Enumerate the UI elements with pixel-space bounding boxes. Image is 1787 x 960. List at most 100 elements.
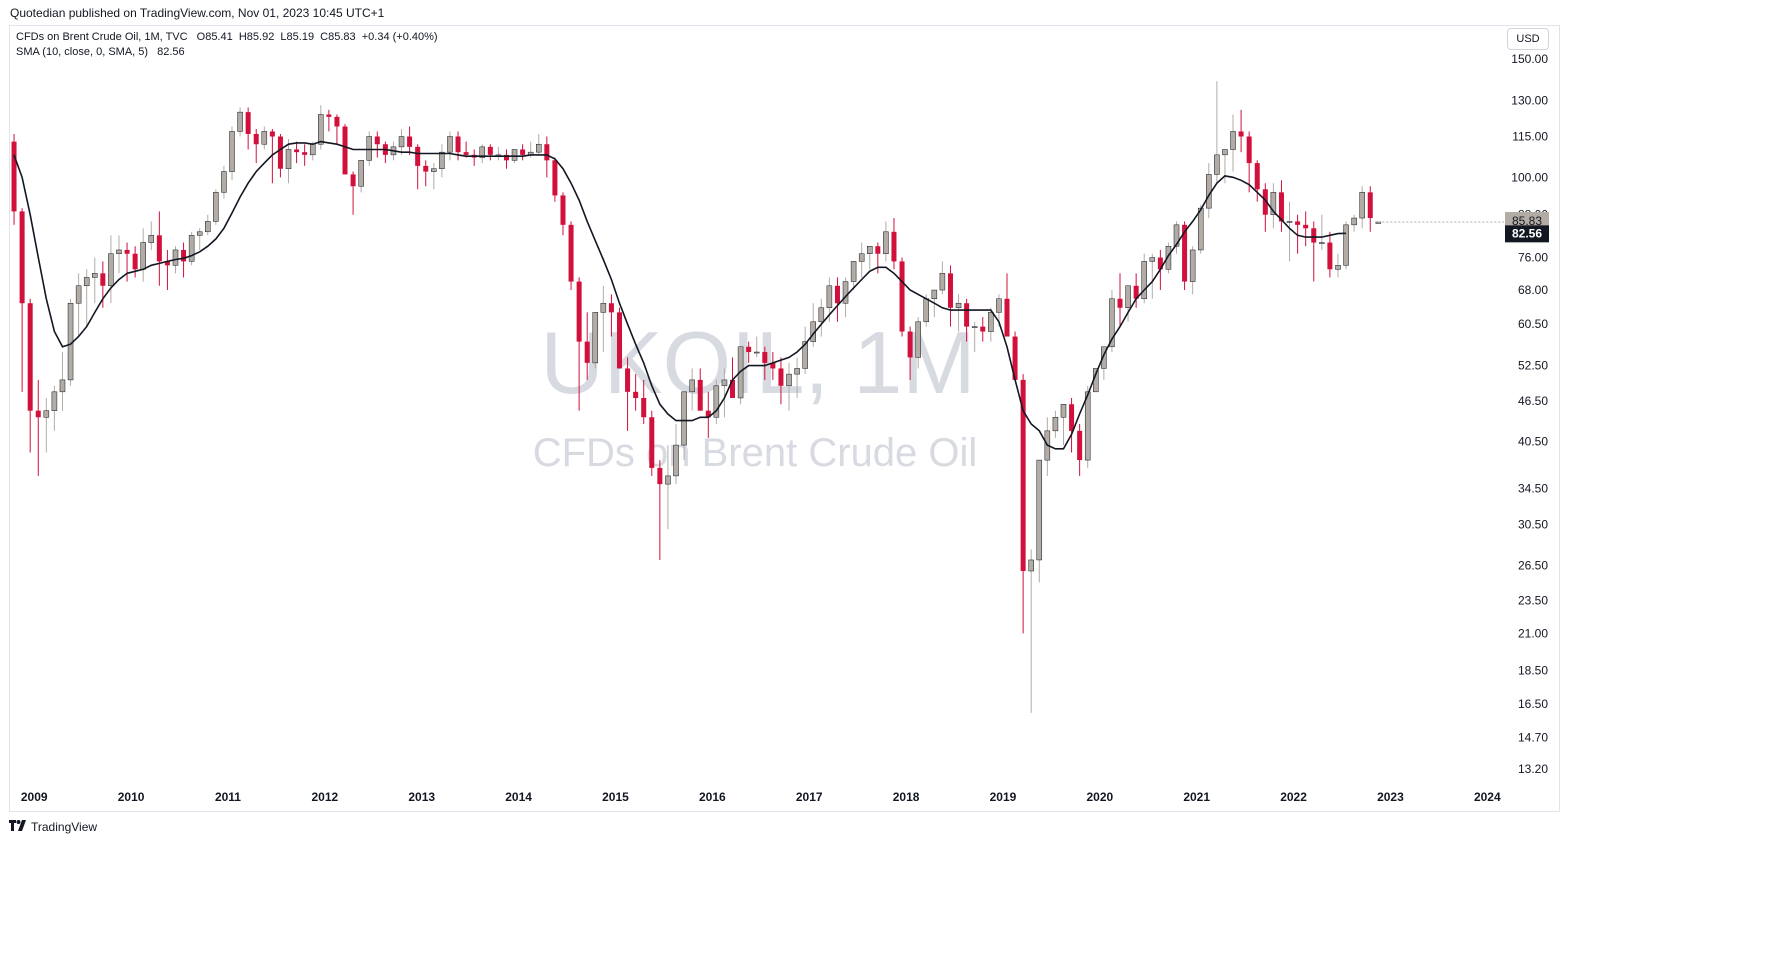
candle-body [140,242,146,270]
candle-body [1295,221,1301,225]
candle-body [1335,265,1341,270]
legend-sma-name[interactable]: SMA (10, close, 0, SMA, 5) [16,46,149,58]
candle [35,379,41,476]
candle [850,261,857,291]
candle [939,261,946,295]
candle-body [866,245,873,254]
x-tick-label: 2009 [21,790,48,804]
y-tick-label: 16.50 [1518,697,1548,711]
candle-body [794,368,800,375]
candle-body [520,149,526,155]
x-tick-label: 2019 [990,790,1017,804]
candle [1020,374,1026,634]
candle-body [1311,228,1317,243]
candle-body [762,352,768,363]
candle-body [802,341,808,369]
candle [1206,163,1212,219]
y-tick-label: 100.00 [1511,170,1548,184]
candle-body [479,146,486,158]
candle-body [156,235,162,262]
candle [1069,397,1075,453]
candle-body [1238,131,1244,137]
candle-body [1303,224,1309,229]
candle [520,144,526,161]
candle-body [318,114,324,145]
candle [649,410,655,476]
candle [802,326,808,375]
candle [1254,160,1260,202]
candle [261,126,268,150]
candle-body [503,154,509,161]
candle [964,298,970,342]
candle-body [108,253,114,287]
candle-body [649,417,655,468]
legend-sma-value: 82.56 [157,46,185,58]
candle [245,107,251,150]
candle [1036,459,1043,583]
candle-body [27,303,33,411]
y-tick-label: 14.70 [1518,731,1548,745]
candle-body [996,298,1002,313]
candle-body [148,235,155,243]
candle [1125,285,1131,322]
candle-body [92,273,98,278]
tradingview-logo-icon [9,820,27,834]
candle [592,312,599,369]
candle [1351,214,1357,232]
candle [11,133,17,225]
candle [1109,290,1115,353]
legend-symbol-name[interactable]: CFDs on Brent Crude Oil, 1M, TVC [16,31,188,43]
candle [326,109,332,132]
candle-body [971,326,978,328]
candle-body [366,136,372,161]
candle-body [334,116,340,127]
candle [164,249,170,291]
candle-body [285,149,292,169]
candle-body [1028,559,1034,572]
y-tick-label: 150.00 [1511,52,1548,66]
candle-body [746,346,752,353]
candle-body [277,136,283,169]
candle-body [1367,192,1373,219]
price-axis[interactable]: 13.20 14.70 16.50 18.50 21.00 23.50 26.50 30.50… [1511,52,1548,776]
candle-body [681,391,687,446]
candle-body [1157,257,1163,270]
candle [818,298,825,337]
candle-body [536,143,542,153]
candle-body [35,410,41,418]
candle [1189,246,1196,295]
candle [51,385,58,431]
x-tick-label: 2014 [505,790,532,804]
y-tick-label: 68.00 [1518,283,1548,297]
candle-body [294,149,300,153]
candle [560,192,566,236]
y-tick-label: 60.50 [1518,317,1548,331]
candle-body [891,231,897,262]
candle-body [697,379,703,411]
candle [1077,423,1083,476]
candle-body [1133,285,1139,299]
sma-line [13,140,1347,450]
candle-body [350,174,356,187]
x-tick-label: 2022 [1280,790,1307,804]
candle [148,221,155,250]
candle-body [407,136,413,147]
candle [600,285,607,353]
candle [205,214,211,236]
candle [713,379,720,424]
candle-body [415,146,421,166]
candle [407,126,413,155]
candle-body [1012,336,1018,380]
candle [196,228,203,250]
candle [1262,183,1268,232]
candle [108,235,114,304]
candle-body [673,444,679,477]
candle-body [1060,404,1067,418]
candle [1117,273,1123,327]
currency-button[interactable]: USD [1507,28,1549,50]
candle-body [665,475,671,485]
time-axis[interactable]: 2009 2010 2011 2012 2013 2014 2015 2016 2017 2018… [21,790,1501,804]
candle-body [1189,249,1196,282]
tradingview-logo[interactable]: TradingView [9,820,97,834]
